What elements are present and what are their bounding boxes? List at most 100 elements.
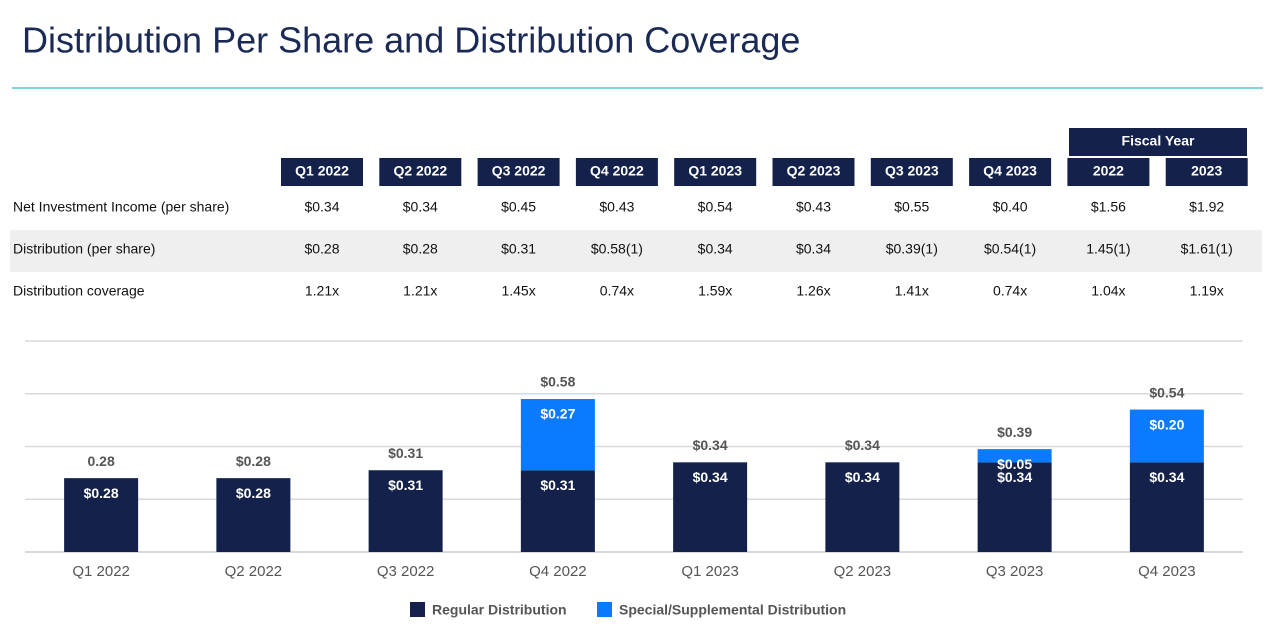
column-header: Q3 2023 <box>885 163 939 179</box>
x-tick-label: Q4 2022 <box>529 563 587 580</box>
legend-label: Regular Distribution <box>432 602 567 618</box>
column-header-box <box>477 158 560 186</box>
x-tick-label: Q1 2022 <box>72 563 130 580</box>
table-cell: $1.56 <box>1091 199 1126 215</box>
table-cell: 1.21x <box>305 283 339 299</box>
group-header: Fiscal Year <box>1122 133 1195 149</box>
table-cell: $0.43 <box>599 199 634 215</box>
total-label: $0.31 <box>388 445 423 461</box>
column-header: Q2 2022 <box>393 163 447 179</box>
table-cell: $0.54 <box>698 199 733 215</box>
bar-value-label: $0.05 <box>997 456 1032 472</box>
column-header: 2023 <box>1191 163 1222 179</box>
total-label: $0.34 <box>693 437 728 453</box>
column-header: Q1 2023 <box>688 163 742 179</box>
row-label: Distribution (per share) <box>13 241 155 257</box>
column-header-box <box>379 158 462 186</box>
table-cell: $0.34 <box>403 199 438 215</box>
table-cell: 0.74x <box>993 283 1027 299</box>
table-cell: 1.41x <box>895 283 929 299</box>
table-cell: 1.59x <box>698 283 732 299</box>
table-cell: $0.43 <box>796 199 831 215</box>
bar-value-label: $0.20 <box>1149 416 1184 432</box>
bar-segment <box>673 462 748 552</box>
legend-swatch <box>410 602 425 617</box>
legend-label: Special/Supplemental Distribution <box>619 602 846 618</box>
bar-value-label: $0.31 <box>540 477 575 493</box>
table-cell: $0.28 <box>403 241 438 257</box>
table-cell: 1.04x <box>1091 283 1125 299</box>
table-cell: $0.54(1) <box>984 241 1036 257</box>
table-cell: $1.92 <box>1189 199 1224 215</box>
table-cell: 1.19x <box>1190 283 1224 299</box>
bar-segment <box>368 470 443 552</box>
bar-value-label: $0.34 <box>845 469 880 485</box>
table-cell: $0.39(1) <box>886 241 938 257</box>
total-label: $0.28 <box>236 453 271 469</box>
x-tick-label: Q4 2023 <box>1138 563 1196 580</box>
bar-value-label: $0.27 <box>540 406 575 422</box>
table-cell: $0.34 <box>698 241 733 257</box>
total-label: $0.34 <box>845 437 880 453</box>
row-band <box>10 230 1262 272</box>
table-cell: $0.58(1) <box>591 241 643 257</box>
x-tick-label: Q3 2023 <box>986 563 1044 580</box>
column-header-box <box>281 158 363 186</box>
bar-value-label: $0.34 <box>693 469 728 485</box>
bar-segment <box>64 478 139 552</box>
table-cell: $0.34 <box>304 199 339 215</box>
table-cell: $0.55 <box>894 199 929 215</box>
total-label: $0.54 <box>1149 384 1184 400</box>
x-tick-label: Q1 2023 <box>681 563 739 580</box>
column-header-box <box>772 158 855 186</box>
x-tick-label: Q2 2022 <box>225 563 283 580</box>
bar-value-label: $0.34 <box>997 469 1032 485</box>
x-tick-label: Q2 2023 <box>834 563 892 580</box>
row-label: Net Investment Income (per share) <box>13 199 229 215</box>
row-label: Distribution coverage <box>13 283 145 299</box>
column-header: Q1 2022 <box>295 163 349 179</box>
total-label: 0.28 <box>88 453 115 469</box>
total-label: $0.58 <box>540 374 575 390</box>
legend-swatch <box>597 602 612 617</box>
table-cell: 0.74x <box>600 283 634 299</box>
column-header: Q3 2022 <box>492 163 546 179</box>
bar-segment <box>520 470 595 552</box>
bar-value-label: $0.28 <box>84 485 119 501</box>
column-header-box <box>870 158 953 186</box>
table-cell: $0.40 <box>993 199 1028 215</box>
column-header: Q4 2023 <box>983 163 1037 179</box>
column-header-box <box>1067 158 1150 186</box>
group-header-box <box>1069 128 1247 156</box>
bar-value-label: $0.31 <box>388 477 423 493</box>
slide-title: Distribution Per Share and Distribution … <box>22 20 800 61</box>
table-cell: 1.21x <box>403 283 437 299</box>
table-cell: 1.45(1) <box>1086 241 1130 257</box>
bar-segment <box>977 449 1052 463</box>
column-header-box <box>674 158 757 186</box>
column-header-box <box>575 158 658 186</box>
table-cell: $0.28 <box>304 241 339 257</box>
bar-segment <box>977 462 1052 552</box>
column-header: Q2 2023 <box>787 163 841 179</box>
total-label: $0.39 <box>997 424 1032 440</box>
table-cell: $1.61(1) <box>1181 241 1233 257</box>
bar-value-label: $0.28 <box>236 485 271 501</box>
table-cell: 1.26x <box>796 283 830 299</box>
x-tick-label: Q3 2022 <box>377 563 435 580</box>
table-cell: $0.31 <box>501 241 536 257</box>
bar-segment <box>520 399 595 471</box>
bar-value-label: $0.34 <box>1149 469 1184 485</box>
bar-segment <box>1129 409 1204 463</box>
column-header-box <box>969 158 1052 186</box>
table-cell: 1.45x <box>501 283 535 299</box>
bar-segment <box>825 462 900 552</box>
bar-segment <box>216 478 291 552</box>
table-cell: $0.34 <box>796 241 831 257</box>
column-header: Q4 2022 <box>590 163 644 179</box>
column-header: 2022 <box>1093 163 1124 179</box>
bar-segment <box>1129 462 1204 552</box>
table-cell: $0.45 <box>501 199 536 215</box>
column-header-box <box>1165 158 1248 186</box>
